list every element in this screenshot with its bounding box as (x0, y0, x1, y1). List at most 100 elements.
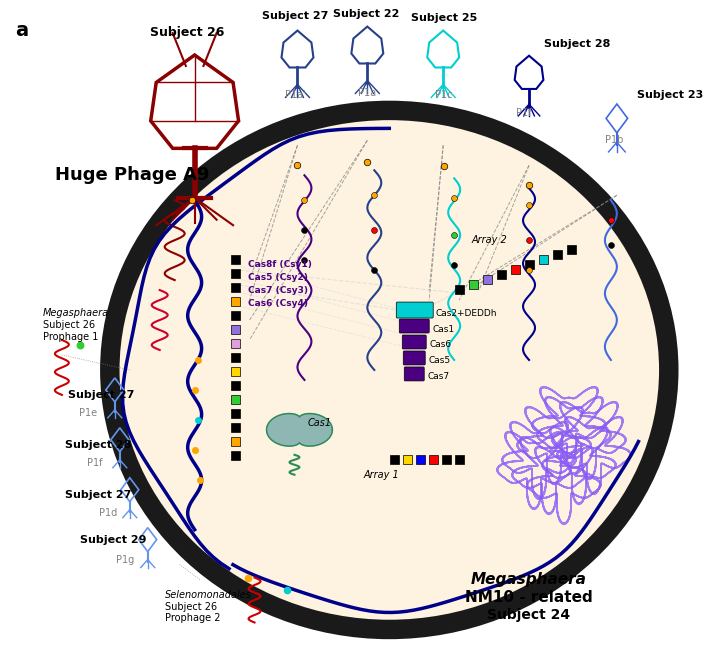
Bar (429, 455, 438, 464)
Text: Cas7 (Csy3): Cas7 (Csy3) (248, 286, 307, 294)
FancyBboxPatch shape (396, 302, 433, 318)
Text: Subject 27: Subject 27 (262, 11, 328, 21)
Text: Cas8f (Csy1): Cas8f (Csy1) (248, 259, 312, 269)
Bar (416, 455, 426, 464)
Point (369, 265, 380, 276)
Point (361, 157, 373, 168)
Point (449, 260, 460, 271)
Point (192, 415, 203, 425)
Point (292, 160, 303, 171)
Text: P1a': P1a' (285, 91, 306, 100)
Bar (230, 367, 240, 376)
Text: Subject 24: Subject 24 (487, 607, 570, 622)
Text: P1f: P1f (87, 458, 102, 468)
Point (523, 235, 535, 245)
Bar (525, 260, 534, 269)
Text: Cas2+DEDDh: Cas2+DEDDh (435, 308, 497, 318)
Text: Subject 23: Subject 23 (636, 91, 703, 100)
Bar (455, 455, 464, 464)
Point (523, 265, 535, 276)
Text: Subject 28: Subject 28 (65, 439, 131, 450)
Point (299, 195, 310, 206)
Text: Array 1: Array 1 (364, 470, 400, 480)
Text: NM10 - related: NM10 - related (465, 589, 593, 605)
Text: Subject 27: Subject 27 (65, 490, 131, 500)
Point (299, 225, 310, 236)
Point (369, 190, 380, 201)
Ellipse shape (109, 110, 669, 630)
Bar (230, 381, 240, 390)
Point (449, 193, 460, 204)
Point (189, 444, 200, 455)
FancyBboxPatch shape (403, 351, 426, 365)
Text: P1a: P1a (359, 89, 377, 99)
Bar (469, 280, 478, 289)
Bar (230, 423, 240, 432)
Text: Cas7: Cas7 (427, 372, 449, 382)
Text: Subject 26: Subject 26 (150, 26, 225, 38)
Bar (442, 455, 451, 464)
Point (189, 384, 200, 395)
Text: P1e: P1e (78, 408, 97, 418)
Text: Cas6 (Csy4): Cas6 (Csy4) (248, 298, 307, 308)
Text: P1c: P1c (436, 91, 453, 100)
Bar (403, 455, 413, 464)
Point (192, 355, 203, 366)
Bar (230, 451, 240, 460)
FancyBboxPatch shape (404, 367, 424, 381)
Point (605, 240, 616, 251)
Point (449, 230, 460, 241)
Point (605, 215, 616, 226)
Point (194, 474, 205, 485)
Bar (455, 285, 464, 294)
Bar (230, 311, 240, 320)
Bar (230, 283, 240, 292)
Text: Subject 27: Subject 27 (68, 390, 134, 400)
Bar (230, 255, 240, 264)
Text: Subject 26: Subject 26 (165, 601, 217, 612)
Text: Subject 26: Subject 26 (43, 320, 95, 330)
Point (74, 339, 86, 350)
Bar (230, 409, 240, 418)
Text: Array 2: Array 2 (471, 235, 507, 245)
Text: Cas1: Cas1 (432, 325, 454, 333)
Text: Subject 22: Subject 22 (333, 9, 400, 19)
Bar (230, 297, 240, 306)
Bar (390, 455, 400, 464)
Point (242, 572, 253, 583)
Text: a: a (15, 21, 28, 40)
Bar (567, 245, 576, 254)
Text: Subject 28: Subject 28 (544, 38, 611, 48)
Text: Prophage 2: Prophage 2 (165, 614, 220, 624)
Text: Megasphaera: Megasphaera (43, 308, 109, 318)
Text: P1g: P1g (116, 554, 134, 564)
Text: Cas1: Cas1 (307, 418, 332, 428)
Point (438, 161, 450, 171)
Text: Selenomonadales: Selenomonadales (165, 589, 251, 599)
Bar (230, 353, 240, 362)
Bar (230, 437, 240, 446)
FancyBboxPatch shape (400, 319, 429, 333)
Text: P1d: P1d (99, 507, 117, 517)
Text: Subject 29: Subject 29 (80, 535, 146, 544)
Point (523, 200, 535, 210)
Bar (511, 265, 520, 274)
Text: Prophage 1: Prophage 1 (43, 332, 99, 342)
Bar (230, 395, 240, 404)
Text: P1b: P1b (605, 135, 623, 145)
FancyBboxPatch shape (402, 335, 426, 349)
Point (282, 584, 293, 595)
Text: Cas5 (Csy2): Cas5 (Csy2) (248, 273, 307, 282)
Point (523, 180, 535, 191)
Bar (230, 325, 240, 334)
Text: P1f: P1f (516, 108, 532, 118)
Text: Huge Phage A9: Huge Phage A9 (55, 166, 210, 184)
Bar (539, 255, 548, 264)
Point (369, 225, 380, 236)
Bar (553, 250, 562, 259)
Text: Cas5: Cas5 (428, 356, 450, 366)
Point (186, 195, 197, 206)
Text: Subject 25: Subject 25 (411, 13, 477, 23)
Polygon shape (266, 413, 333, 446)
Bar (483, 275, 492, 284)
